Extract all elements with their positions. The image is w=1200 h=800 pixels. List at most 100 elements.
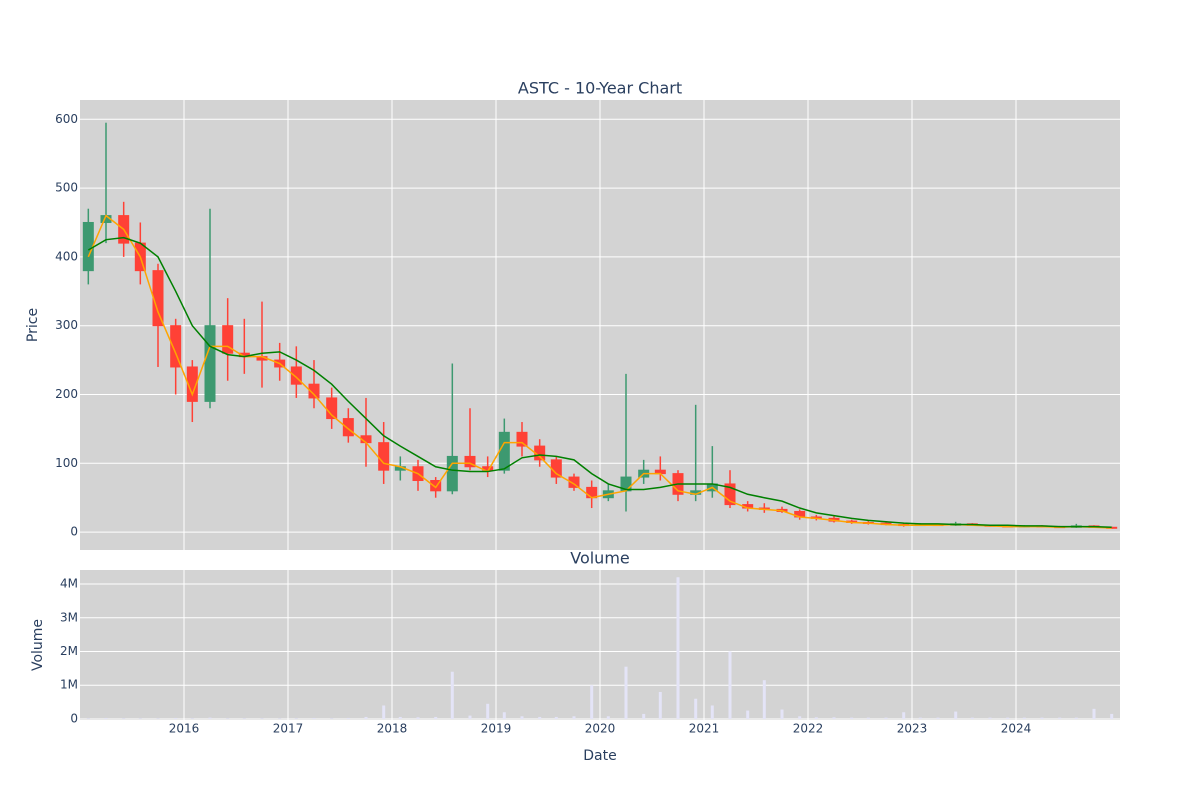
- volume-bar: [122, 718, 126, 719]
- y-tick-label: 200: [55, 387, 78, 401]
- volume-bar: [902, 712, 906, 719]
- candle-body: [222, 325, 234, 354]
- volume-bar: [798, 716, 802, 719]
- volume-bar: [330, 718, 334, 719]
- volume-bar: [364, 716, 368, 719]
- volume-bar: [710, 705, 714, 719]
- x-axis-label: Date: [583, 748, 616, 764]
- volume-bar: [174, 717, 178, 719]
- y-tick-label: 300: [55, 318, 78, 332]
- x-tick-label: 2017: [273, 722, 304, 736]
- candle-body: [586, 486, 598, 499]
- volume-bar: [954, 711, 958, 719]
- volume-bar: [866, 717, 870, 719]
- volume-bar: [1040, 717, 1044, 719]
- volume-bar: [382, 705, 386, 719]
- volume-bar: [502, 712, 506, 719]
- volume-bar: [606, 716, 610, 719]
- volume-bar: [278, 718, 282, 719]
- candle-body: [724, 483, 736, 506]
- y-tick-label: 4M: [60, 577, 78, 591]
- y-tick-label: 2M: [60, 644, 78, 658]
- x-tick-label: 2018: [377, 722, 408, 736]
- panel-title: Volume: [570, 549, 630, 568]
- candle-body: [308, 383, 320, 399]
- x-tick-label: 2020: [585, 722, 616, 736]
- candle-body: [498, 431, 510, 471]
- volume-bar: [346, 717, 350, 719]
- volume-bar: [416, 717, 420, 719]
- volume-bar: [434, 716, 438, 719]
- volume-bar: [624, 666, 628, 719]
- y-axis-label: Volume: [30, 619, 46, 671]
- candle-body: [464, 455, 476, 468]
- candle-body: [204, 325, 216, 402]
- candle-body: [378, 442, 390, 471]
- volume-bar: [762, 680, 766, 719]
- volume-bar: [138, 718, 142, 719]
- y-axis-label: Price: [25, 308, 41, 342]
- x-tick-label: 2016: [169, 722, 200, 736]
- volume-bar: [746, 710, 750, 719]
- volume-bar: [572, 716, 576, 719]
- volume-bar: [676, 577, 680, 719]
- volume-bar: [1006, 717, 1010, 719]
- candle-body: [82, 221, 94, 272]
- volume-bar: [190, 718, 194, 719]
- candle-body: [186, 366, 198, 402]
- volume-bar: [728, 651, 732, 719]
- volume-bar: [398, 716, 402, 719]
- candle-body: [152, 270, 164, 327]
- volume-bar: [554, 716, 558, 719]
- volume-bar: [780, 709, 784, 719]
- volume-bar: [936, 717, 940, 719]
- volume-bar: [1110, 713, 1114, 719]
- candle-body: [430, 480, 442, 492]
- y-tick-label: 3M: [60, 610, 78, 624]
- y-tick-label: 600: [55, 112, 78, 126]
- x-tick-label: 2022: [793, 722, 824, 736]
- y-tick-label: 0: [70, 711, 78, 725]
- volume-bar: [450, 671, 454, 719]
- moving-average-line: [87, 214, 1112, 529]
- volume-bar: [86, 718, 90, 719]
- volume-bar: [814, 717, 818, 719]
- candle-body: [170, 325, 182, 368]
- y-tick-label: 0: [70, 525, 78, 539]
- volume-bar: [226, 718, 230, 719]
- volume-bar: [260, 718, 264, 719]
- volume-bar: [520, 716, 524, 719]
- x-tick-label: 2019: [481, 722, 512, 736]
- volume-bar: [1074, 717, 1078, 719]
- volume-bar: [970, 717, 974, 719]
- volume-bar: [1022, 717, 1026, 719]
- volume-bar: [694, 698, 698, 719]
- volume-bar: [208, 717, 212, 719]
- volume-bar: [1058, 717, 1062, 719]
- moving-average-line: [87, 236, 1112, 529]
- volume-bar: [590, 685, 594, 719]
- y-tick-label: 100: [55, 456, 78, 470]
- volume-bar: [312, 717, 316, 719]
- volume-bar: [294, 718, 298, 719]
- volume-bar: [642, 713, 646, 719]
- volume-bar: [242, 718, 246, 719]
- candle-body: [342, 418, 354, 437]
- candle-body: [446, 455, 458, 492]
- volume-bar: [468, 715, 472, 719]
- x-tick-label: 2021: [689, 722, 720, 736]
- y-tick-label: 500: [55, 181, 78, 195]
- volume-bar: [918, 717, 922, 719]
- volume-bar: [658, 691, 662, 719]
- candle-body: [516, 431, 528, 447]
- volume-bar: [104, 717, 108, 719]
- volume-bar: [850, 717, 854, 719]
- candle-body: [290, 366, 302, 385]
- candle-body: [568, 476, 580, 488]
- volume-bar: [156, 718, 160, 719]
- y-tick-label: 400: [55, 249, 78, 263]
- volume-bar: [988, 717, 992, 719]
- y-tick-label: 1M: [60, 678, 78, 692]
